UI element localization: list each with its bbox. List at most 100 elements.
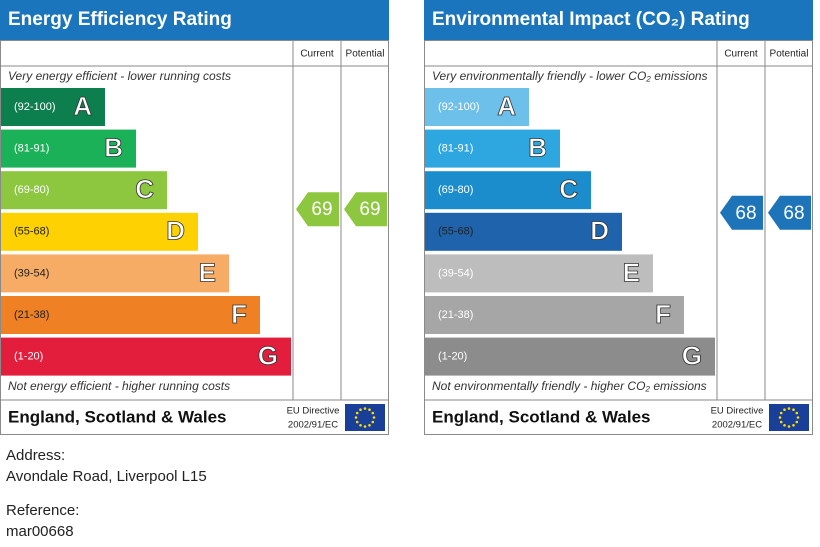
band-range: (69-80): [14, 184, 49, 196]
eu-star: [796, 416, 800, 419]
band-bar: [425, 88, 529, 126]
reference-label: Reference:: [6, 502, 80, 519]
panel-frame: [424, 40, 813, 435]
eu-star: [795, 411, 799, 415]
band-letter: F: [655, 299, 671, 329]
eu-star: [368, 408, 371, 412]
region: England, Scotland & Wales: [8, 407, 227, 426]
panel-title: Energy Efficiency Rating: [8, 9, 232, 30]
directive: EU Directive: [287, 406, 340, 417]
band-range: (92-100): [14, 101, 56, 113]
rating-arrow: [296, 192, 339, 227]
top-note: Very energy efficient - lower running co…: [8, 69, 231, 83]
band-bar: [425, 254, 653, 293]
eu-star: [371, 420, 375, 424]
eu-star: [355, 411, 359, 415]
band-bar: [1, 212, 198, 251]
band-letter: A: [497, 91, 516, 121]
bottom-note: Not environmentally friendly - higher CO…: [432, 379, 707, 393]
eu-star: [363, 425, 367, 428]
eu-star: [359, 423, 362, 427]
eu-star: [783, 423, 786, 427]
band-range: (81-91): [14, 143, 49, 155]
rating-value: 68: [783, 203, 804, 224]
band-letter: B: [104, 132, 123, 162]
band-range: (21-38): [14, 309, 49, 321]
rating-panel: Environmental Impact (CO₂) Rating Current…: [424, 0, 813, 435]
eu-star: [792, 408, 795, 412]
eu-star: [787, 407, 791, 410]
column-header: Current: [300, 49, 334, 60]
column-header: Current: [724, 49, 758, 60]
band-bar: [1, 254, 229, 293]
column-header: Potential: [770, 49, 809, 60]
eu-star: [363, 407, 367, 410]
eu-star: [787, 425, 791, 428]
address: Avondale Road, Liverpool L15: [6, 468, 207, 485]
band-letter: G: [258, 340, 278, 370]
eu-star: [795, 420, 799, 424]
directive-code: 2002/91/EC: [712, 420, 762, 431]
band-bar: [1, 88, 105, 126]
region: England, Scotland & Wales: [432, 407, 651, 426]
eu-star: [779, 411, 783, 415]
band-bar: [425, 337, 715, 376]
directive: EU Directive: [711, 406, 764, 417]
band-bar: [1, 337, 291, 376]
rating-value: 68: [735, 203, 756, 224]
address-block: Address: Avondale Road, Liverpool L15: [6, 445, 207, 487]
band-range: (39-54): [438, 267, 473, 279]
title-bar: [0, 0, 389, 40]
band-bar: [425, 171, 591, 210]
band-bar: [425, 296, 684, 334]
directive-code: 2002/91/EC: [288, 420, 338, 431]
band-letter: A: [73, 91, 92, 121]
rating-panel: Energy Efficiency Rating Current Potential…: [0, 0, 389, 435]
bottom-note: Not energy efficient - higher running co…: [8, 379, 230, 393]
address-label: Address:: [6, 447, 66, 464]
eu-star: [368, 423, 371, 427]
band-letter: E: [623, 257, 640, 287]
band-range: (69-80): [438, 184, 473, 196]
eu-star: [371, 411, 375, 415]
panel-frame: [0, 40, 389, 435]
band-letter: B: [528, 132, 547, 162]
column-header: Potential: [346, 49, 385, 60]
band-letter: E: [199, 257, 216, 287]
epc-graphs: Energy Efficiency Rating Current Potential…: [0, 0, 813, 435]
eu-star: [372, 416, 376, 419]
eu-star: [778, 416, 782, 419]
band-range: (1-20): [14, 351, 43, 363]
reference-block: Reference: mar00668: [6, 500, 79, 542]
rating-value: 69: [311, 199, 332, 220]
band-range: (81-91): [438, 143, 473, 155]
top-note: Very environmentally friendly - lower CO…: [432, 69, 708, 83]
eu-star: [792, 423, 795, 427]
band-letter: C: [135, 174, 154, 204]
band-bar: [1, 171, 167, 210]
rating-value: 69: [359, 199, 380, 220]
title-bar: [424, 0, 813, 40]
band-range: (55-68): [14, 226, 49, 238]
band-letter: F: [231, 299, 247, 329]
band-bar: [425, 129, 560, 168]
eu-star: [779, 420, 783, 424]
reference: mar00668: [6, 523, 74, 540]
rating-arrow: [768, 195, 811, 230]
eu-star: [354, 416, 358, 419]
eu-star: [783, 408, 786, 412]
band-bar: [1, 129, 136, 168]
rating-arrow: [720, 195, 763, 230]
band-bar: [1, 296, 260, 334]
band-letter: G: [682, 340, 702, 370]
eu-star: [359, 408, 362, 412]
band-letter: D: [166, 216, 185, 246]
band-range: (39-54): [14, 267, 49, 279]
band-range: (55-68): [438, 226, 473, 238]
band-range: (21-38): [438, 309, 473, 321]
band-range: (92-100): [438, 101, 480, 113]
rating-arrow: [344, 192, 387, 227]
band-letter: D: [590, 216, 609, 246]
band-letter: C: [559, 174, 578, 204]
